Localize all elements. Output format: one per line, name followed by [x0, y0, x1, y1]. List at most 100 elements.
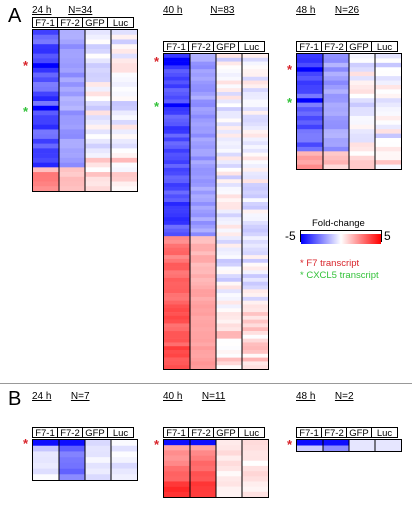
heatmap-cell	[190, 465, 217, 472]
heatmap-cell	[216, 175, 243, 180]
heatmap-cell	[349, 80, 376, 86]
heatmap-cell	[297, 54, 324, 59]
heatmap-cell	[242, 80, 268, 85]
heatmap-cell	[242, 440, 268, 446]
heatmap-cell	[349, 93, 376, 99]
legend-red-key: * F7 transcript	[300, 258, 359, 269]
heatmap-cell	[216, 65, 243, 70]
heatmap-cell	[33, 162, 60, 168]
panel-a-40h-header: 40 h N=83	[163, 5, 234, 16]
heatmap-cell	[190, 205, 217, 210]
heatmap-cell	[164, 167, 191, 172]
heatmap-cell	[242, 460, 268, 467]
heatmap-cell	[297, 146, 324, 152]
heatmap-cell	[33, 77, 60, 83]
heatmap-cell	[164, 460, 191, 467]
heatmap-cell	[33, 91, 60, 97]
heatmap-cell	[164, 491, 191, 497]
heatmap-cell	[59, 153, 86, 159]
heatmap-cell	[242, 350, 268, 355]
heatmap-cell	[164, 91, 191, 97]
heatmap-cell	[164, 471, 191, 477]
heatmap-cell	[216, 308, 243, 313]
heatmap-grid	[296, 53, 402, 170]
heatmap-cell	[190, 224, 217, 229]
column-headers: F7-1 F7-2 GFP Luc	[296, 427, 398, 438]
heatmap-cell	[242, 152, 268, 157]
heatmap-cell	[216, 209, 243, 214]
legend-green-key: * CXCL5 transcript	[300, 270, 379, 281]
heatmap-cell	[59, 44, 86, 50]
heatmap-cell	[216, 331, 243, 336]
heatmap-cell	[216, 300, 243, 305]
heatmap-cell	[216, 228, 243, 233]
heatmap-cell	[164, 262, 191, 267]
heatmap-cell	[323, 71, 350, 77]
heatmap-cell	[59, 53, 86, 59]
heatmap-cell	[33, 129, 60, 135]
heatmap-cell	[111, 124, 137, 130]
heatmap-cell	[216, 183, 243, 188]
heatmap-cell	[323, 142, 350, 148]
heatmap-cell	[242, 84, 268, 89]
heatmap-cell	[323, 124, 350, 130]
heatmap-cell	[190, 481, 217, 487]
heatmap-cell	[216, 450, 243, 456]
heatmap-cell	[242, 357, 268, 362]
heatmap-cell	[242, 198, 268, 203]
heatmap-cell	[164, 232, 191, 237]
heatmap-cell	[59, 48, 86, 54]
heatmap-cell	[85, 96, 112, 102]
heatmap-cell	[349, 164, 376, 169]
heatmap-cell	[242, 277, 268, 283]
heatmap-cell	[164, 481, 191, 487]
heatmap-cell	[349, 89, 376, 95]
red-asterisk-icon: *	[23, 58, 29, 74]
heatmap-cell	[216, 251, 243, 256]
heatmap-cell	[190, 342, 217, 347]
heatmap-cell	[242, 107, 268, 112]
heatmap-cell	[216, 76, 243, 81]
red-asterisk-icon: *	[287, 437, 293, 453]
heatmap-cell	[375, 133, 401, 139]
heatmap-cell	[164, 129, 191, 134]
heatmap-cell	[85, 34, 112, 40]
heatmap-cell	[375, 124, 401, 130]
heatmap-cell	[59, 172, 86, 178]
heatmap-cell	[111, 72, 137, 78]
heatmap-cell	[164, 107, 191, 112]
heatmap-cell	[59, 134, 86, 140]
heatmap-cell	[33, 157, 60, 163]
heatmap-cell	[190, 270, 217, 275]
column-header-f7-1: F7-1	[163, 41, 188, 52]
legend-colorbar	[300, 230, 382, 244]
heatmap-cell	[242, 99, 268, 104]
heatmap-cell	[190, 91, 217, 97]
heatmap-cell	[85, 440, 112, 447]
heatmap-cell	[242, 450, 268, 456]
heatmap-cell	[216, 243, 243, 248]
heatmap-cell	[164, 270, 191, 275]
heatmap-cell	[216, 69, 243, 74]
heatmap-cell	[164, 251, 191, 256]
heatmap-cell	[242, 205, 268, 210]
heatmap-cell	[216, 481, 243, 487]
heatmap-cell	[242, 213, 268, 218]
heatmap-cell	[164, 72, 191, 78]
heatmap-cell	[164, 88, 191, 93]
heatmap-cell	[111, 115, 137, 121]
heatmap-cell	[164, 342, 191, 347]
heatmap-cell	[216, 103, 243, 108]
heatmap-cell	[164, 266, 191, 271]
heatmap-cell	[242, 266, 268, 271]
column-header-f7-1: F7-1	[32, 427, 57, 438]
heatmap-cell	[216, 266, 243, 271]
heatmap-cell	[216, 220, 243, 226]
heatmap-cell	[216, 164, 243, 169]
heatmap-cell	[190, 99, 217, 104]
heatmap-cell	[242, 183, 268, 188]
heatmap-cell	[216, 202, 243, 207]
heatmap-cell	[33, 167, 60, 173]
heatmap-cell	[59, 115, 86, 121]
heatmap-cell	[323, 164, 350, 169]
